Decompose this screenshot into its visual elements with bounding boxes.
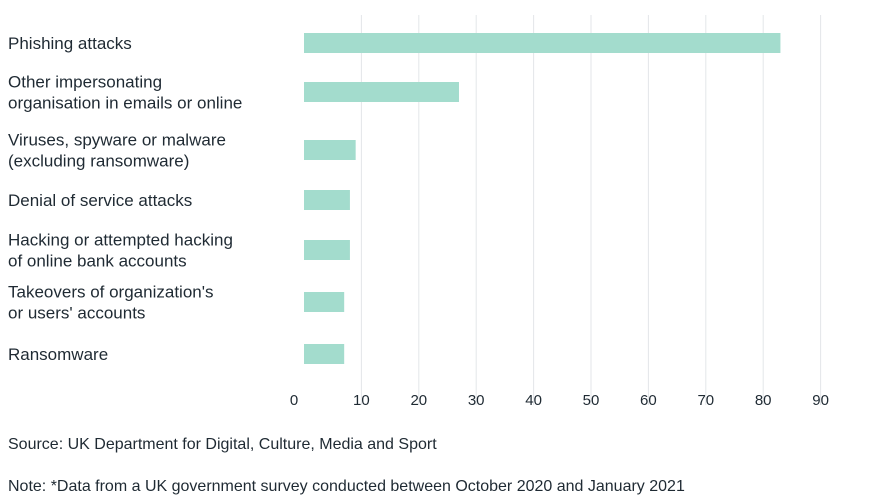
gridlines — [360, 15, 822, 405]
x-tick-label-40: 40 — [525, 392, 542, 409]
category-label-5-line-1: or users' accounts — [8, 304, 145, 323]
category-label-2: Viruses, spyware or malware (excluding ra… — [8, 131, 226, 171]
x-tick-label-70: 70 — [697, 392, 714, 409]
bar-0 — [304, 33, 781, 53]
category-label-3: Denial of service attacks — [8, 191, 192, 210]
x-tick-label-60: 60 — [640, 392, 657, 409]
category-label-2-line-1: (excluding ransomware) — [8, 152, 189, 171]
category-label-3-line-0: Denial of service attacks — [8, 191, 192, 210]
bar-2 — [304, 140, 356, 160]
category-label-5: Takeovers of organization's or users' acc… — [8, 283, 213, 323]
bar-3 — [304, 190, 350, 210]
bar-5 — [304, 292, 345, 312]
category-label-4: Hacking or attempted hacking of online ba… — [8, 231, 233, 271]
x-tick-label-10: 10 — [353, 392, 370, 409]
category-label-4-line-1: of online bank accounts — [8, 252, 187, 271]
x-tick-label-50: 50 — [583, 392, 600, 409]
category-label-1: Other impersonating organisation in email… — [8, 73, 242, 113]
category-label-6-line-0: Ransomware — [8, 345, 108, 364]
x-tick-label-20: 20 — [410, 392, 427, 409]
x-tick-label-30: 30 — [468, 392, 485, 409]
bars — [304, 33, 781, 364]
x-tick-label-90: 90 — [812, 392, 829, 409]
category-label-6: Ransomware — [8, 345, 108, 364]
category-label-2-line-0: Viruses, spyware or malware — [8, 131, 226, 150]
category-label-5-line-0: Takeovers of organization's — [8, 283, 213, 302]
bar-chart: Phishing attacks Other impersonating organ… — [8, 15, 829, 409]
x-tick-labels: 0 10 20 30 40 50 60 70 80 90 — [290, 392, 829, 409]
category-labels: Phishing attacks Other impersonating organ… — [8, 34, 242, 364]
bar-4 — [304, 240, 350, 260]
category-label-4-line-0: Hacking or attempted hacking — [8, 231, 233, 250]
bar-1 — [304, 82, 459, 102]
category-label-1-line-0: Other impersonating — [8, 73, 162, 92]
category-label-1-line-1: organisation in emails or online — [8, 94, 242, 113]
source-note: Source: UK Department for Digital, Cultu… — [8, 436, 437, 453]
x-tick-label-0: 0 — [290, 392, 298, 409]
category-label-0-line-0: Phishing attacks — [8, 34, 132, 53]
category-label-0: Phishing attacks — [8, 34, 132, 53]
footnote: Note: *Data from a UK government survey … — [8, 478, 685, 495]
x-tick-label-80: 80 — [755, 392, 772, 409]
bar-6 — [304, 344, 345, 364]
